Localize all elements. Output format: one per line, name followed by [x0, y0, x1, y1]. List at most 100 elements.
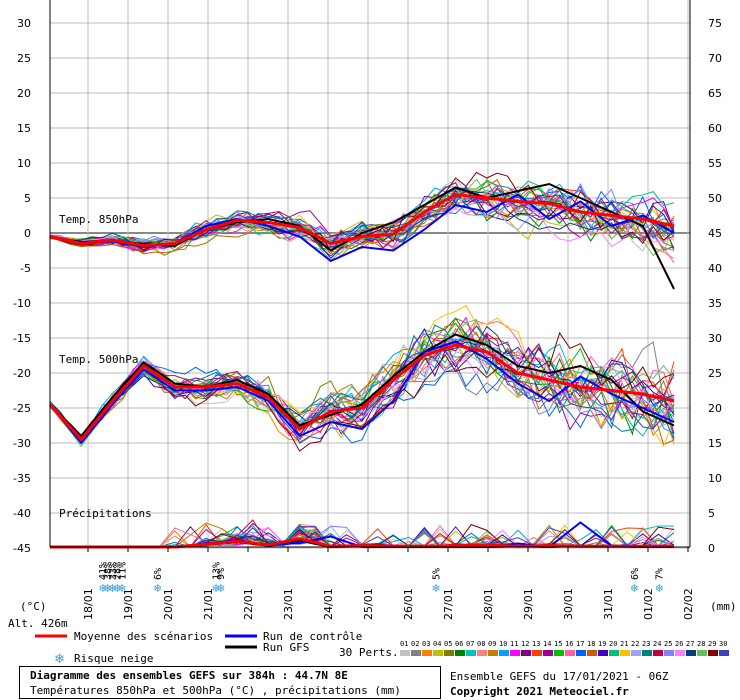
snow-risk-label: 41% — [98, 562, 109, 580]
member-30-t500 — [49, 325, 675, 442]
x-tick-label: 28/01 — [482, 588, 495, 620]
ensemble-lines — [49, 171, 675, 548]
x-tick-label: 22/01 — [242, 588, 255, 620]
x-tick-label: 29/01 — [522, 588, 535, 620]
panel-label-precip: Précipitations — [59, 507, 152, 520]
right-tick-label: 15 — [708, 437, 722, 450]
snowflake-icon: ❄ — [655, 582, 664, 595]
snow-risk-marker: 6% ❄ — [153, 568, 164, 595]
x-tick-label: 23/01 — [282, 588, 295, 620]
x-tick-label: 21/01 — [202, 588, 215, 620]
right-tick-label: 75 — [708, 17, 722, 30]
left-tick-label: -5 — [20, 262, 31, 275]
snowflake-icon: ❄ — [113, 582, 122, 595]
left-tick-label: -20 — [13, 367, 31, 380]
member-swatch — [642, 650, 652, 656]
member-number: 21 — [620, 640, 628, 648]
run-info: Ensemble GEFS du 17/01/2021 - 06Z — [450, 670, 669, 683]
series-ff0000-t500 — [48, 343, 675, 442]
member-swatch — [576, 650, 586, 656]
member-swatch — [664, 650, 674, 656]
right-unit: (mm) — [710, 600, 737, 613]
series-000000-t500 — [49, 333, 675, 438]
legend-mean-label: Moyenne des scénarios — [74, 630, 214, 643]
right-tick-label: 0 — [708, 542, 715, 555]
member-number: 28 — [697, 640, 705, 648]
snow-risk-marker: 6% ❄ — [630, 568, 641, 595]
snow-risk-label: 6% — [630, 568, 641, 580]
member-number: 25 — [664, 640, 672, 648]
left-tick-label: 5 — [24, 192, 31, 205]
member-swatch — [433, 650, 443, 656]
panel-label-t500: Temp. 500hPa — [59, 353, 138, 366]
snow-risk-label: 11% — [117, 562, 128, 580]
member-number: 26 — [675, 640, 683, 648]
snow-risk-label: 6% — [153, 568, 164, 580]
member-number: 10 — [499, 640, 507, 648]
member-swatch — [631, 650, 641, 656]
member-swatch — [444, 650, 454, 656]
right-tick-label: 30 — [708, 332, 722, 345]
member-25-t850 — [49, 182, 675, 246]
member-24-precip — [50, 519, 675, 548]
snowflake-icon: ❄ — [216, 582, 225, 595]
right-tick-label: 50 — [708, 192, 722, 205]
x-tick-label: 24/01 — [322, 588, 335, 620]
member-number: 09 — [488, 640, 496, 648]
legend-control-label: Run de contrôle — [263, 630, 363, 643]
member-swatch — [697, 650, 707, 656]
member-swatch — [510, 650, 520, 656]
member-number: 02 — [411, 640, 419, 648]
member-number: 11 — [510, 640, 518, 648]
left-tick-label: -10 — [13, 297, 31, 310]
snowflake-icon: ❄ — [431, 582, 440, 595]
right-tick-label: 60 — [708, 122, 722, 135]
snowflake-icon: ❄ — [153, 582, 162, 595]
x-tick-label: 02/02 — [682, 588, 695, 620]
right-tick-label: 70 — [708, 52, 722, 65]
right-tick-label: 45 — [708, 227, 722, 240]
x-tick-label: 18/01 — [82, 588, 95, 620]
x-tick-label: 26/01 — [402, 588, 415, 620]
snow-risk-label: 13% — [211, 562, 222, 580]
legend-perts-label: 30 Perts. — [339, 646, 399, 659]
right-tick-label: 20 — [708, 402, 722, 415]
snow-risk-marker: 13% ❄ — [211, 562, 222, 595]
member-swatch — [653, 650, 663, 656]
snow-risk-marker: 38% ❄ — [103, 562, 114, 595]
member-swatch — [620, 650, 630, 656]
snow-risk-marker: 41% ❄ — [98, 562, 109, 595]
x-tick-label: 27/01 — [442, 588, 455, 620]
left-tick-label: 15 — [17, 122, 31, 135]
left-tick-label: 30 — [17, 17, 31, 30]
snow-risk-marker: 28% ❄ — [113, 562, 124, 595]
member-16-t850 — [49, 188, 675, 263]
member-swatch — [565, 650, 575, 656]
member-swatch — [455, 650, 465, 656]
left-tick-label: 20 — [17, 87, 31, 100]
x-tick-label: 30/01 — [562, 588, 575, 620]
member-17-t500 — [49, 361, 675, 444]
snow-risk-label: 5% — [431, 568, 442, 580]
series-ff0000-t850 — [49, 192, 675, 248]
snow-risk-label: 33% — [108, 562, 119, 580]
member-number: 16 — [565, 640, 573, 648]
member-swatch — [719, 650, 729, 656]
footer-subtitle: Températures 850hPa et 500hPa (°C) , pré… — [30, 684, 401, 697]
member-number: 17 — [576, 640, 584, 648]
member-18-t850 — [49, 179, 675, 255]
member-18-t500 — [49, 342, 675, 446]
member-number: 20 — [609, 640, 617, 648]
member-swatch — [466, 650, 476, 656]
snowflake-icon: ❄ — [117, 582, 126, 595]
right-tick-label: 35 — [708, 297, 722, 310]
labels: 302520151050-5-10-15-20-25-30-35-40-4575… — [8, 17, 737, 667]
member-number: 22 — [631, 640, 639, 648]
member-swatch — [532, 650, 542, 656]
member-swatch — [411, 650, 421, 656]
member-swatch — [598, 650, 608, 656]
snowflake-icon: ❄ — [211, 582, 220, 595]
x-tick-label: 01/02 — [642, 588, 655, 620]
member-number: 24 — [653, 640, 661, 648]
snow-risk-marker: 11% ❄ — [117, 562, 128, 595]
